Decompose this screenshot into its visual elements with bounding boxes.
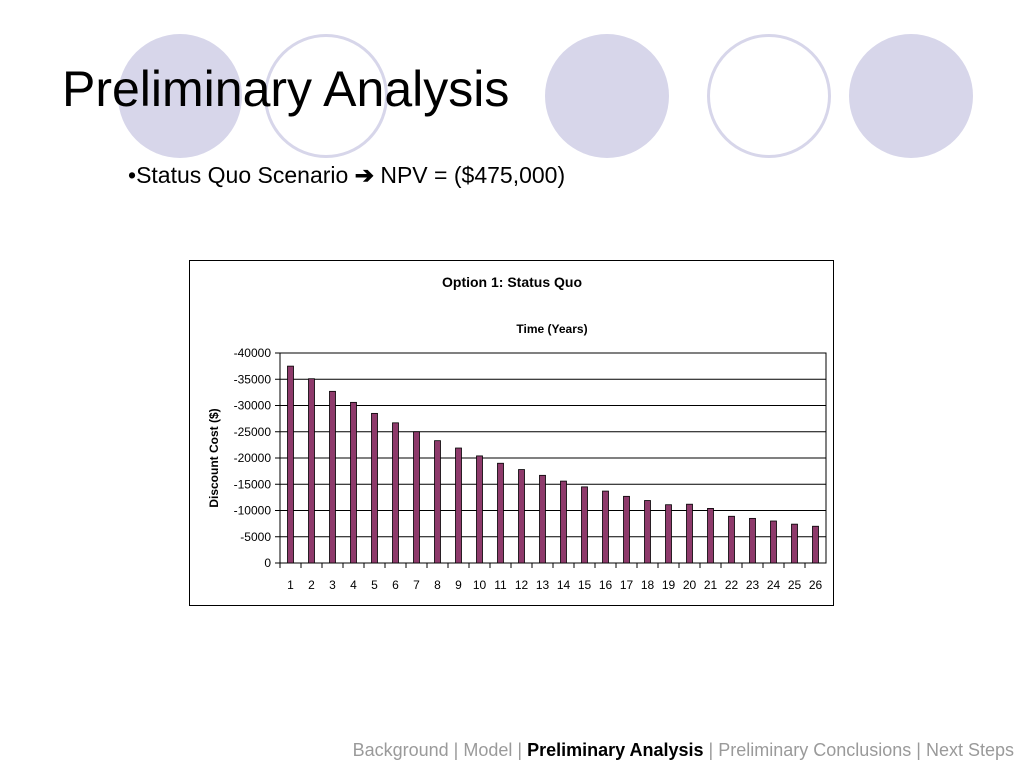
bullet-marker: • (128, 162, 137, 188)
bar-chart: Option 1: Status Quo Time (Years) Discount… (207, 274, 827, 592)
y-tick-label: -30000 (234, 399, 272, 413)
chart-title: Option 1: Status Quo (442, 274, 582, 290)
footer-link-preliminary-analysis[interactable]: Preliminary Analysis (527, 740, 704, 760)
x-tick-label: 25 (788, 578, 802, 592)
bar-year-11 (497, 462, 504, 564)
bar-year-12 (518, 469, 525, 564)
y-tick-label: -10000 (234, 504, 272, 518)
x-tick-label: 13 (536, 578, 550, 592)
y-tick-label: -25000 (234, 425, 272, 439)
decor-ring-2 (707, 34, 831, 158)
x-tick-label: 19 (662, 578, 676, 592)
arrow-right-icon: ➔ (354, 162, 374, 188)
x-tick-label: 14 (557, 578, 571, 592)
y-axis-label: Discount Cost ($) (207, 408, 221, 507)
slide-title: Preliminary Analysis (62, 61, 510, 117)
decor-circle-1 (118, 34, 242, 158)
bar-year-17 (623, 495, 630, 564)
x-tick-label: 7 (413, 578, 420, 592)
bar-year-21 (707, 507, 714, 564)
y-tick-label: -5000 (240, 530, 271, 544)
x-tick-label: 3 (329, 578, 336, 592)
bullet-text: Status Quo Scenario (136, 162, 349, 188)
x-tick-label: 21 (704, 578, 718, 592)
x-tick-label: 4 (350, 578, 357, 592)
decor-circle-2 (545, 34, 669, 158)
x-tick-label: 2 (308, 578, 315, 592)
x-tick-label: 10 (473, 578, 487, 592)
bar-year-20 (686, 503, 693, 564)
footer-separator: | (703, 740, 719, 760)
y-tick-label: -20000 (234, 451, 272, 465)
x-tick-label: 17 (620, 578, 634, 592)
x-tick-label: 12 (515, 578, 529, 592)
bar-year-19 (665, 504, 672, 564)
bar-year-13 (539, 474, 546, 564)
y-tick-label: -35000 (234, 372, 272, 386)
bar-year-26 (812, 525, 819, 564)
chart-container: Option 1: Status Quo Time (Years) Discount… (189, 260, 834, 606)
bar-year-5 (371, 412, 378, 564)
bar-year-6 (392, 422, 399, 564)
bar-year-2 (308, 378, 315, 564)
x-tick-label: 8 (434, 578, 441, 592)
footer-navigation: Background | Model | Preliminary Analysi… (353, 740, 1014, 761)
bar-year-4 (350, 401, 357, 564)
x-tick-label: 5 (371, 578, 378, 592)
bar-year-14 (560, 480, 567, 564)
footer-link-preliminary-conclusions[interactable]: Preliminary Conclusions (718, 740, 912, 760)
x-tick-label: 22 (725, 578, 739, 592)
bullet-result: NPV = ($475,000) (380, 162, 566, 188)
decor-circle-3 (849, 34, 973, 158)
bar-year-25 (791, 523, 798, 564)
bar-year-22 (728, 515, 735, 564)
x-tick-label: 20 (683, 578, 697, 592)
bar-year-23 (749, 517, 756, 564)
bar-year-24 (770, 520, 777, 564)
x-tick-label: 15 (578, 578, 592, 592)
y-tick-label: -40000 (234, 346, 272, 360)
x-tick-label: 9 (455, 578, 462, 592)
bar-year-1 (287, 365, 294, 564)
bar-year-18 (644, 500, 651, 564)
bar-year-8 (434, 440, 441, 564)
x-axis-label: Time (Years) (516, 322, 587, 336)
bar-year-7 (413, 431, 420, 564)
x-tick-label: 18 (641, 578, 655, 592)
bar-year-16 (602, 490, 609, 564)
bullet-point: •Status Quo Scenario ➔ NPV = ($475,000) (128, 162, 565, 190)
bar-year-9 (455, 447, 462, 564)
x-tick-label: 6 (392, 578, 399, 592)
footer-link-model[interactable]: Model (463, 740, 513, 760)
footer-separator: | (448, 740, 464, 760)
footer-separator: | (911, 740, 926, 760)
y-tick-label: -15000 (234, 477, 272, 491)
x-tick-label: 1 (287, 578, 294, 592)
bar-year-3 (329, 390, 336, 564)
x-tick-label: 23 (746, 578, 760, 592)
footer-link-next-steps[interactable]: Next Steps (925, 740, 1014, 760)
y-tick-label: 0 (264, 556, 271, 570)
footer-link-background[interactable]: Background (352, 740, 449, 760)
bar-year-10 (476, 455, 483, 564)
bar-year-15 (581, 486, 588, 564)
footer-separator: | (512, 740, 528, 760)
x-tick-label: 11 (494, 578, 507, 592)
decor-ring-1 (264, 34, 388, 158)
x-tick-label: 26 (809, 578, 823, 592)
x-tick-label: 16 (599, 578, 613, 592)
x-tick-label: 24 (767, 578, 781, 592)
